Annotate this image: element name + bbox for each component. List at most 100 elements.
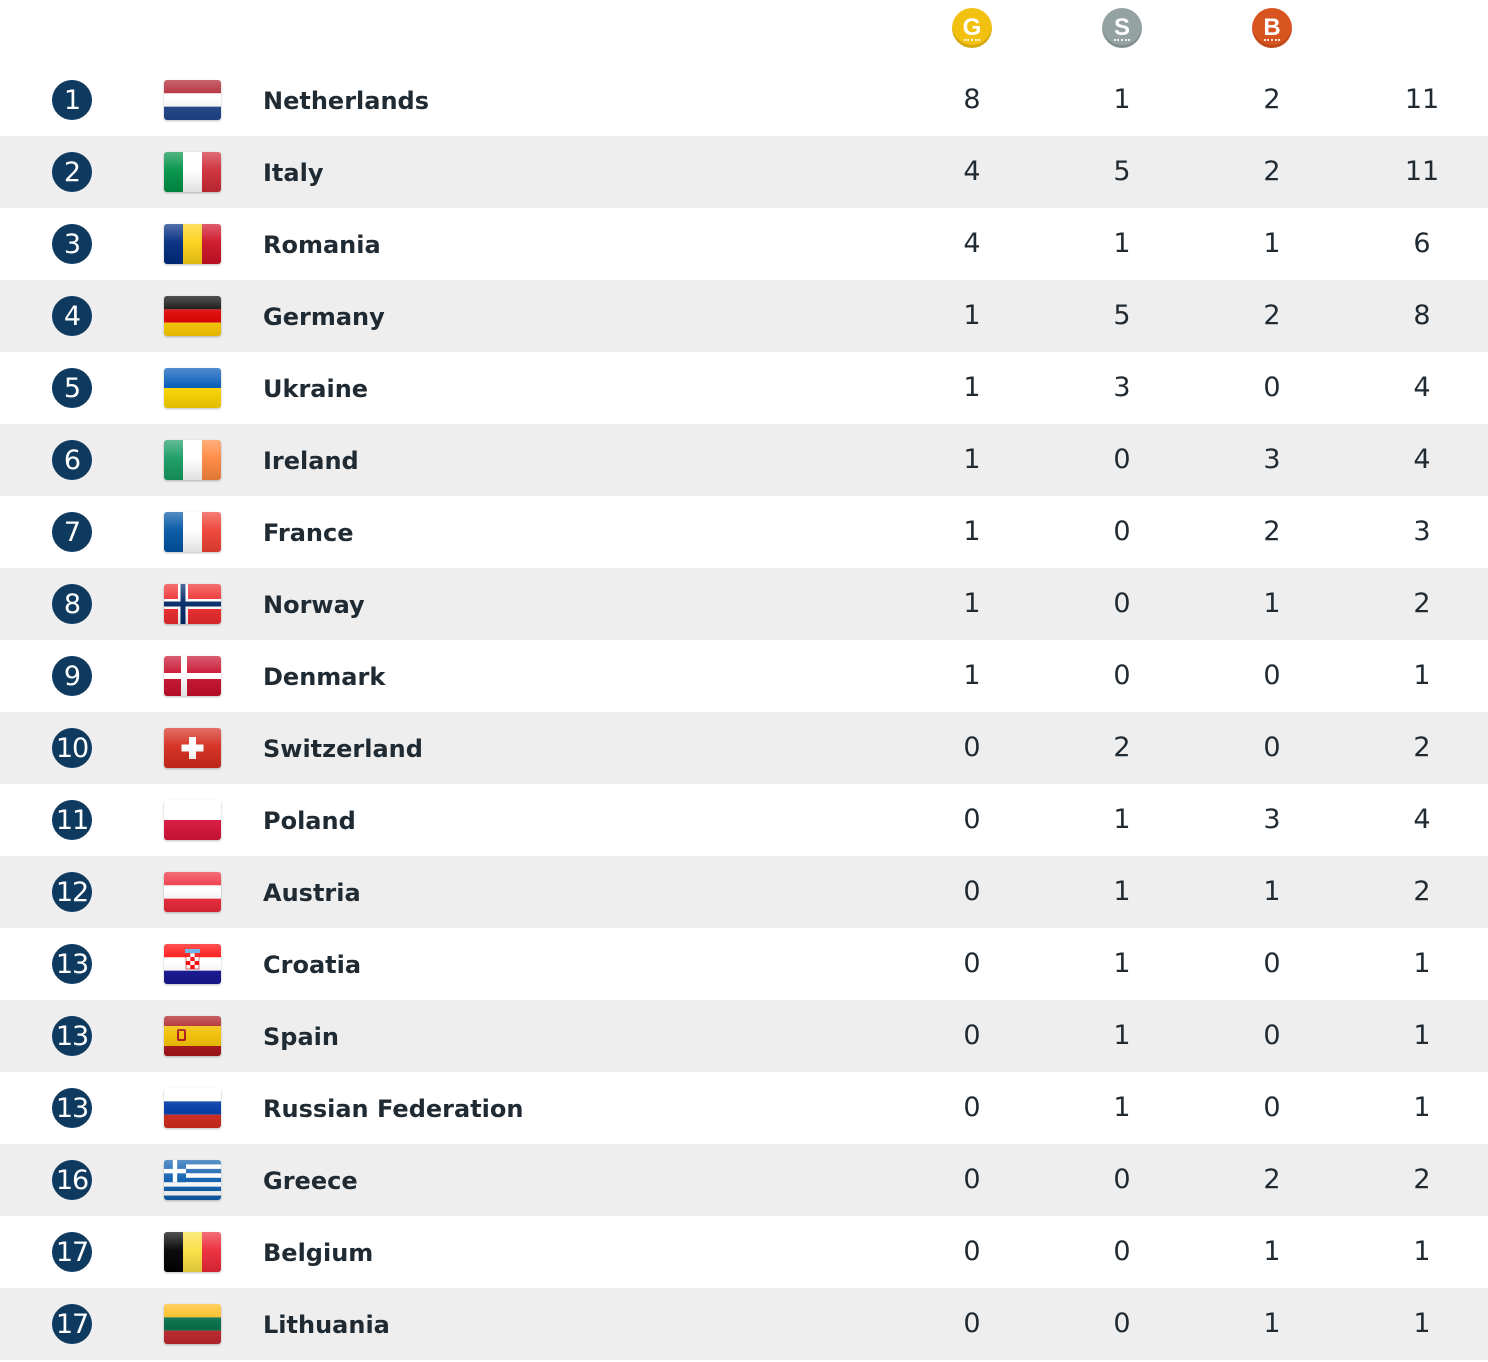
- gold-count: 1: [963, 588, 981, 619]
- silver-count: 1: [1113, 876, 1131, 907]
- total-count: 2: [1413, 588, 1431, 619]
- bronze-medal-icon: B: [1252, 8, 1292, 48]
- silver-count: 0: [1113, 516, 1131, 547]
- table-row: 3 Romania 4 1 1 6: [0, 208, 1488, 280]
- country-name: Netherlands: [263, 87, 430, 115]
- country-name: Italy: [263, 159, 324, 187]
- ukraine-flag-icon: [164, 368, 221, 408]
- table-row: 13 Croatia 0 1 0 1: [0, 928, 1488, 1000]
- gold-count: 1: [963, 372, 981, 403]
- country-name: Spain: [263, 1023, 339, 1051]
- silver-count: 2: [1113, 732, 1131, 763]
- bronze-count: 1: [1263, 1236, 1281, 1267]
- bronze-count: 1: [1263, 228, 1281, 259]
- silver-count: 0: [1113, 1236, 1131, 1267]
- country-name: Ukraine: [263, 375, 369, 403]
- bronze-count: 0: [1263, 372, 1281, 403]
- table-row: 12 Austria 0 1 1 2: [0, 856, 1488, 928]
- silver-count: 0: [1113, 1308, 1131, 1339]
- gold-count: 0: [963, 876, 981, 907]
- silver-count: 1: [1113, 84, 1131, 115]
- rank-badge: 7: [52, 512, 92, 552]
- table-row: 6 Ireland 1 0 3 4: [0, 424, 1488, 496]
- bronze-count: 3: [1263, 804, 1281, 835]
- table-row: 11 Poland 0 1 3 4: [0, 784, 1488, 856]
- table-row: 13 Spain 0 1 0 1: [0, 1000, 1488, 1072]
- rank-badge: 17: [52, 1232, 92, 1272]
- bronze-count: 2: [1263, 300, 1281, 331]
- ireland-flag-icon: [164, 440, 221, 480]
- spain-flag-icon: [164, 1016, 221, 1056]
- total-count: 1: [1413, 948, 1431, 979]
- country-name: Ireland: [263, 447, 359, 475]
- denmark-flag-icon: [164, 656, 221, 696]
- total-count: 1: [1413, 1020, 1431, 1051]
- table-row: 17 Lithuania 0 0 1 1: [0, 1288, 1488, 1360]
- country-name: Greece: [263, 1167, 358, 1195]
- germany-flag-icon: [164, 296, 221, 336]
- gold-count: 1: [963, 300, 981, 331]
- total-count: 1: [1413, 660, 1431, 691]
- poland-flag-icon: [164, 800, 221, 840]
- total-count: 2: [1413, 876, 1431, 907]
- bronze-count: 3: [1263, 444, 1281, 475]
- italy-flag-icon: [164, 152, 221, 192]
- france-flag-icon: [164, 512, 221, 552]
- bronze-count: 0: [1263, 660, 1281, 691]
- silver-count: 5: [1113, 156, 1131, 187]
- silver-count: 1: [1113, 948, 1131, 979]
- country-name: Romania: [263, 231, 381, 259]
- gold-count: 0: [963, 1164, 981, 1195]
- rank-badge: 9: [52, 656, 92, 696]
- bronze-count: 1: [1263, 588, 1281, 619]
- country-name: Denmark: [263, 663, 386, 691]
- gold-count: 0: [963, 804, 981, 835]
- total-count: 4: [1413, 804, 1431, 835]
- silver-count: 5: [1113, 300, 1131, 331]
- belgium-flag-icon: [164, 1232, 221, 1272]
- silver-count: 3: [1113, 372, 1131, 403]
- rank-badge: 10: [52, 728, 92, 768]
- gold-count: 8: [963, 84, 981, 115]
- total-count: 4: [1413, 444, 1431, 475]
- rank-badge: 13: [52, 944, 92, 984]
- silver-count: 0: [1113, 660, 1131, 691]
- table-row: 16 Greece 0 0 2 2: [0, 1144, 1488, 1216]
- rank-badge: 2: [52, 152, 92, 192]
- lithuania-flag-icon: [164, 1304, 221, 1344]
- silver-medal-icon: S: [1102, 8, 1142, 48]
- bronze-count: 0: [1263, 1092, 1281, 1123]
- country-name: Croatia: [263, 951, 362, 979]
- country-name: France: [263, 519, 354, 547]
- gold-count: 0: [963, 1092, 981, 1123]
- silver-count: 0: [1113, 588, 1131, 619]
- rank-badge: 12: [52, 872, 92, 912]
- total-count: 2: [1413, 1164, 1431, 1195]
- bronze-count: 1: [1263, 876, 1281, 907]
- rank-badge: 5: [52, 368, 92, 408]
- rank-badge: 3: [52, 224, 92, 264]
- silver-count: 1: [1113, 804, 1131, 835]
- rank-badge: 1: [52, 80, 92, 120]
- rank-badge: 6: [52, 440, 92, 480]
- netherlands-flag-icon: [164, 80, 221, 120]
- country-name: Germany: [263, 303, 385, 331]
- total-count: 1: [1413, 1308, 1431, 1339]
- rank-badge: 8: [52, 584, 92, 624]
- gold-count: 0: [963, 732, 981, 763]
- table-row: 17 Belgium 0 0 1 1: [0, 1216, 1488, 1288]
- total-count: 11: [1404, 84, 1440, 115]
- bronze-count: 2: [1263, 516, 1281, 547]
- greece-flag-icon: [164, 1160, 221, 1200]
- country-name: Lithuania: [263, 1311, 390, 1339]
- country-name: Russian Federation: [263, 1095, 524, 1123]
- rank-badge: 16: [52, 1160, 92, 1200]
- bronze-count: 2: [1263, 1164, 1281, 1195]
- gold-count: 1: [963, 660, 981, 691]
- silver-count: 0: [1113, 1164, 1131, 1195]
- gold-count: 0: [963, 1308, 981, 1339]
- table-row: 8 Norway 1 0 1 2: [0, 568, 1488, 640]
- country-name: Austria: [263, 879, 361, 907]
- gold-count: 0: [963, 1020, 981, 1051]
